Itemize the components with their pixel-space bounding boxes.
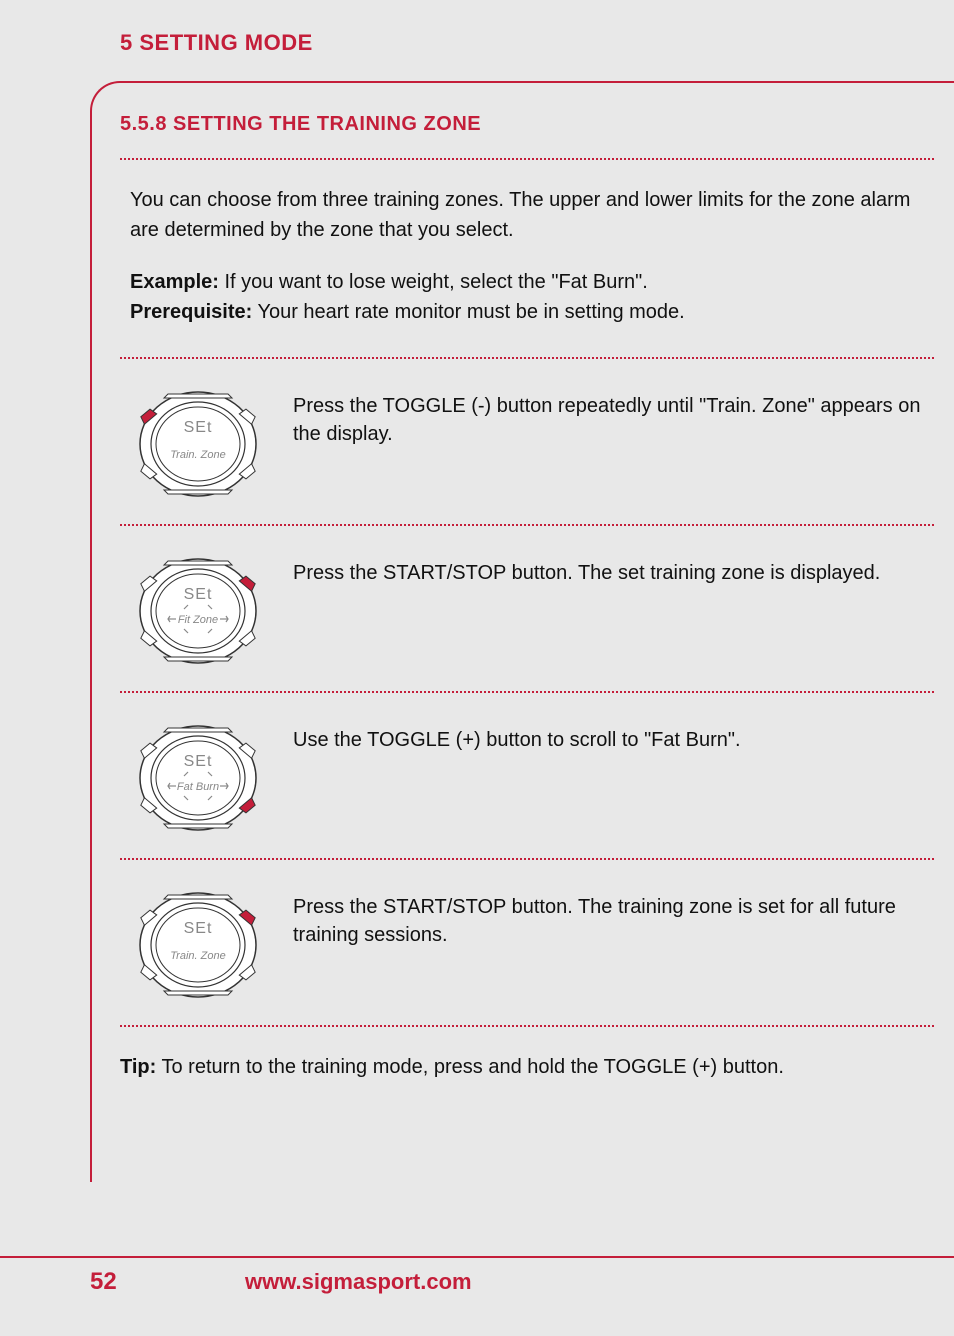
step-row: SEt Fit Zone Press the START/STOP button… xyxy=(120,526,934,691)
page-number: 52 xyxy=(90,1258,245,1296)
section-title: 5.5.8 SETTING THE TRAINING ZONE xyxy=(120,113,934,158)
step-text: Press the START/STOP button. The set tra… xyxy=(275,541,880,587)
intro-text: You can choose from three training zones… xyxy=(120,160,934,357)
watch-icon: SEt Train. Zone xyxy=(120,875,275,1015)
page-container: 5 SETTING MODE 5.5.8 SETTING THE TRAININ… xyxy=(0,0,954,1336)
page-footer: 52 www.sigmasport.com xyxy=(0,1256,954,1296)
example-text: If you want to lose weight, select the "… xyxy=(219,271,648,293)
step-row: SEt Train. Zone Press the TOGGLE (-) but… xyxy=(120,359,934,524)
content-frame: 5.5.8 SETTING THE TRAINING ZONE You can … xyxy=(90,81,954,1182)
chapter-title: 5 SETTING MODE xyxy=(0,30,954,56)
divider xyxy=(120,1025,934,1027)
svg-text:SEt: SEt xyxy=(183,419,212,436)
svg-text:Fit Zone: Fit Zone xyxy=(177,614,217,626)
prereq-label: Prerequisite: xyxy=(130,301,252,323)
tip-block: Tip: To return to the training mode, pre… xyxy=(120,1027,934,1182)
svg-text:SEt: SEt xyxy=(183,920,212,937)
watch-icon: SEt Train. Zone xyxy=(120,374,275,514)
step-row: SEt Train. Zone Press the START/STOP but… xyxy=(120,860,934,1025)
watch-icon: SEt Fit Zone xyxy=(120,541,275,681)
svg-text:SEt: SEt xyxy=(183,586,212,603)
prereq-text: Your heart rate monitor must be in setti… xyxy=(252,301,684,323)
step-text: Press the TOGGLE (-) button repeatedly u… xyxy=(275,374,924,448)
example-label: Example: xyxy=(130,271,219,293)
svg-text:Fat Burn: Fat Burn xyxy=(176,781,218,793)
svg-text:SEt: SEt xyxy=(183,753,212,770)
steps-list: SEt Train. Zone Press the TOGGLE (-) but… xyxy=(120,359,934,1027)
step-row: SEt Fat Burn Use the TOGGLE (+) button t… xyxy=(120,693,934,858)
step-text: Use the TOGGLE (+) button to scroll to "… xyxy=(275,708,741,754)
svg-text:Train. Zone: Train. Zone xyxy=(170,950,225,962)
svg-text:Train. Zone: Train. Zone xyxy=(170,449,225,461)
tip-text: To return to the training mode, press an… xyxy=(156,1056,784,1078)
example-line: Example: If you want to lose weight, sel… xyxy=(130,267,924,327)
tip-label: Tip: xyxy=(120,1056,156,1078)
step-text: Press the START/STOP button. The trainin… xyxy=(275,875,924,949)
footer-url: www.sigmasport.com xyxy=(245,1259,472,1295)
intro-paragraph: You can choose from three training zones… xyxy=(130,185,924,245)
watch-icon: SEt Fat Burn xyxy=(120,708,275,848)
